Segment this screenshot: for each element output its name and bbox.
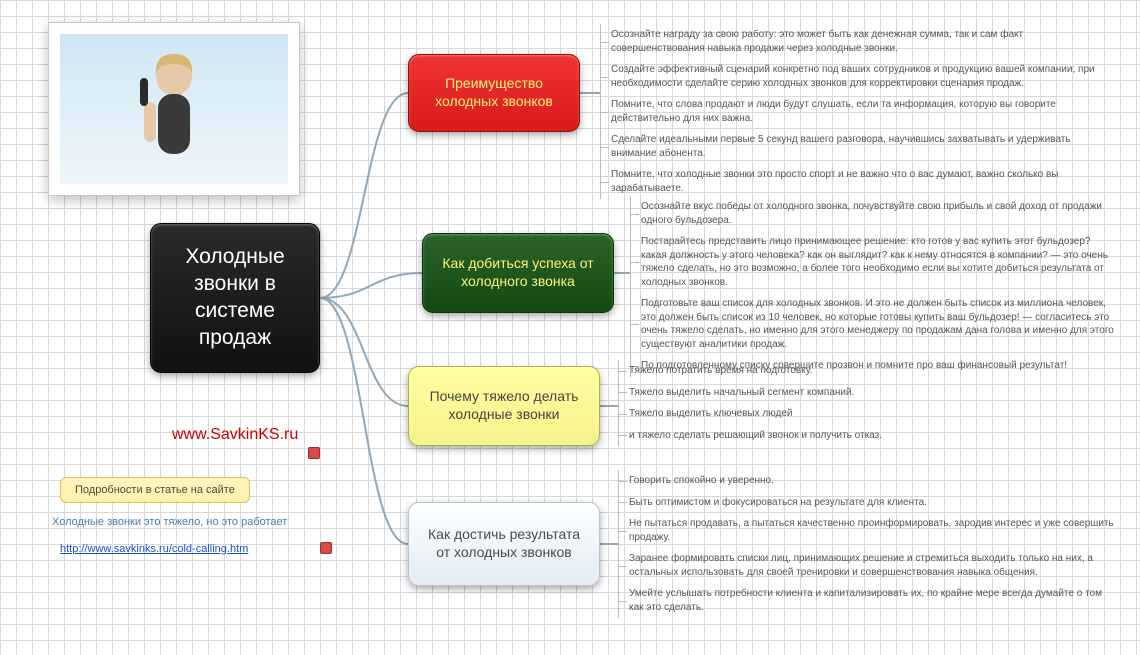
article-link[interactable]: http://www.savkinks.ru/cold-calling.htm (60, 543, 248, 555)
branch-label: Как достичь результата от холодных звонк… (423, 526, 585, 562)
note-item: и тяжело сделать решающий звонок и получ… (618, 425, 1125, 447)
note-item: Не пытаться продавать, а пытаться качест… (618, 513, 1125, 548)
photo-placeholder (60, 34, 288, 184)
branch-label: Как добиться успеха от холодного звонка (437, 255, 599, 291)
note-item: Тяжело выделить начальный сегмент компан… (618, 382, 1125, 404)
website-url[interactable]: www.SavkinKS.ru (172, 426, 298, 444)
branch-advantages: Преимущество холодных звонков (408, 54, 580, 132)
tagline-text: Холодные звонки это тяжело, но это работ… (52, 516, 287, 528)
root-node: Холодные звонки в системе продаж (150, 223, 320, 373)
note-item: Помните, что холодные звонки это просто … (600, 164, 1125, 199)
note-item: Говорить спокойно и уверенно. (618, 470, 1125, 492)
note-item: Умейте услышать потребности клиента и ка… (618, 583, 1125, 618)
note-item: Создайте эффективный сценарий конкретно … (600, 59, 1125, 94)
mindmap-canvas: Холодные звонки в системе продаж Преимущ… (0, 0, 1140, 655)
note-item: Осознайте вкус победы от холодного звонк… (630, 196, 1125, 231)
notes-advantages: Осознайте награду за свою работу: это мо… (600, 24, 1125, 199)
note-item: Тяжело потратить время на подготовку. (618, 360, 1125, 382)
photo-frame (48, 22, 300, 196)
note-item: Постарайтесь представить лицо принимающе… (630, 231, 1125, 293)
root-label: Холодные звонки в системе продаж (165, 244, 305, 352)
notes-result: Говорить спокойно и уверенно.Быть оптими… (618, 470, 1125, 618)
note-item: Помните, что слова продают и люди будут … (600, 94, 1125, 129)
note-item: Подготовьте ваш список для холодных звон… (630, 293, 1125, 355)
branch-label: Почему тяжело делать холодные звонки (423, 388, 585, 424)
person-on-phone-icon (134, 46, 214, 176)
details-note: Подробности в статье на сайте (60, 477, 250, 503)
branch-label: Преимущество холодных звонков (423, 75, 565, 111)
note-item: Заранее формировать списки лиц, принимаю… (618, 548, 1125, 583)
branch-result: Как достичь результата от холодных звонк… (408, 502, 600, 586)
note-icon (308, 447, 320, 459)
notes-success: Осознайте вкус победы от холодного звонк… (630, 196, 1125, 377)
note-item: Быть оптимистом и фокусироваться на резу… (618, 492, 1125, 514)
branch-success: Как добиться успеха от холодного звонка (422, 233, 614, 313)
branch-hard: Почему тяжело делать холодные звонки (408, 366, 600, 446)
note-item: Тяжело выделить ключевых людей (618, 403, 1125, 425)
note-item: Сделайте идеальными первые 5 секунд ваше… (600, 129, 1125, 164)
link-icon (320, 542, 332, 554)
note-item: Осознайте награду за свою работу: это мо… (600, 24, 1125, 59)
notes-hard: Тяжело потратить время на подготовку.Тяж… (618, 360, 1125, 446)
